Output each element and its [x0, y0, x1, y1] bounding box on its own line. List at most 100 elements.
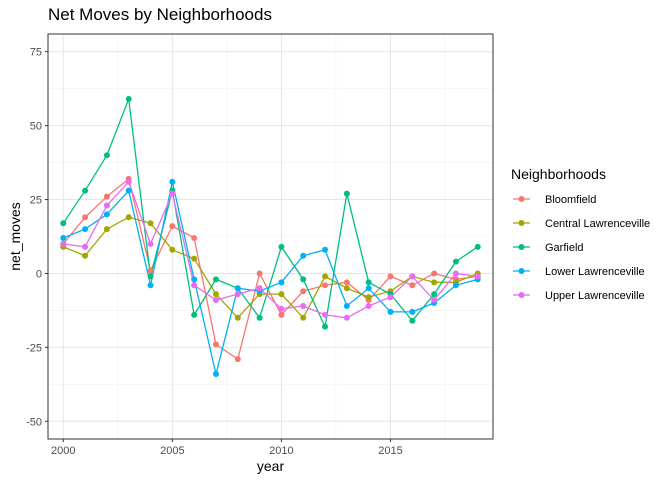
data-point-garfield [147, 273, 154, 280]
data-point-lower-lawrenceville [125, 187, 132, 194]
data-point-garfield [212, 276, 219, 283]
data-point-lower-lawrenceville [82, 226, 89, 233]
data-point-upper-lawrenceville [387, 294, 394, 301]
legend-label: Garfield [545, 242, 584, 254]
data-point-central-lawrenceville [212, 291, 219, 298]
x-tick-label: 2000 [51, 445, 75, 457]
series-points [60, 96, 481, 377]
series-line-upper-lawrenceville [63, 180, 478, 319]
data-point-bloomfield [256, 270, 263, 277]
data-point-central-lawrenceville [82, 252, 89, 259]
data-point-central-lawrenceville [343, 285, 350, 292]
data-point-central-lawrenceville [234, 314, 241, 321]
data-point-lower-lawrenceville [300, 252, 307, 259]
data-point-bloomfield [82, 214, 89, 221]
data-point-bloomfield [147, 267, 154, 274]
data-point-garfield [82, 187, 89, 194]
data-point-upper-lawrenceville [322, 311, 329, 318]
legend-label: Lower Lawrenceville [545, 266, 645, 278]
data-point-bloomfield [191, 234, 198, 241]
data-point-upper-lawrenceville [191, 282, 198, 289]
legend: Neighborhoods Bloomfield Central Lawrence… [511, 166, 650, 302]
data-point-bloomfield [387, 273, 394, 280]
data-point-lower-lawrenceville [169, 178, 176, 185]
y-tick-label: 50 [30, 121, 42, 133]
data-point-central-lawrenceville [300, 314, 307, 321]
x-tick-label: 2005 [160, 445, 184, 457]
legend-item-bloomfield: Bloomfield [513, 194, 596, 206]
data-point-lower-lawrenceville [191, 276, 198, 283]
data-point-upper-lawrenceville [300, 302, 307, 309]
legend-label: Bloomfield [545, 194, 596, 206]
data-point-central-lawrenceville [322, 273, 329, 280]
data-point-central-lawrenceville [125, 214, 132, 221]
data-point-bloomfield [431, 270, 438, 277]
legend-key-point [518, 244, 525, 250]
legend-item-central-lawrenceville: Central Lawrenceville [513, 218, 650, 230]
y-tick-label: -25 [26, 342, 42, 354]
data-point-garfield [431, 291, 438, 298]
data-point-garfield [191, 311, 198, 318]
data-point-lower-lawrenceville [212, 370, 219, 377]
y-tick-label: 25 [30, 195, 42, 207]
legend-item-lower-lawrenceville: Lower Lawrenceville [513, 266, 645, 278]
data-point-central-lawrenceville [278, 291, 285, 298]
data-point-central-lawrenceville [147, 220, 154, 227]
data-point-bloomfield [169, 223, 176, 230]
data-point-lower-lawrenceville [234, 285, 241, 292]
x-axis: 2000 2005 2010 2015 [51, 439, 403, 457]
legend-title: Neighborhoods [511, 166, 606, 182]
legend-key-point [518, 292, 525, 298]
data-point-bloomfield [103, 193, 110, 200]
data-point-upper-lawrenceville [212, 297, 219, 304]
data-point-upper-lawrenceville [474, 273, 481, 280]
data-point-upper-lawrenceville [82, 243, 89, 250]
data-point-garfield [365, 279, 372, 286]
series-line-lower-lawrenceville [63, 181, 478, 375]
data-point-upper-lawrenceville [452, 270, 459, 277]
legend-items: Bloomfield Central Lawrenceville Garfield L… [513, 194, 650, 302]
data-point-garfield [278, 243, 285, 250]
data-point-lower-lawrenceville [322, 246, 329, 253]
data-point-bloomfield [278, 311, 285, 318]
data-point-upper-lawrenceville [409, 273, 416, 280]
data-point-upper-lawrenceville [103, 202, 110, 209]
data-point-garfield [300, 276, 307, 283]
data-point-garfield [103, 152, 110, 159]
data-point-upper-lawrenceville [278, 305, 285, 312]
data-point-upper-lawrenceville [125, 178, 132, 185]
series-lines [62, 98, 479, 375]
data-point-bloomfield [234, 356, 241, 363]
x-tick-label: 2010 [269, 445, 293, 457]
legend-key-point [518, 268, 525, 274]
data-point-upper-lawrenceville [365, 302, 372, 309]
y-axis-title: net_moves [7, 202, 23, 270]
data-point-lower-lawrenceville [365, 285, 372, 292]
y-axis: -50 -25 0 25 50 75 [26, 47, 48, 428]
series-line-central-lawrenceville [63, 216, 478, 319]
legend-label: Central Lawrenceville [545, 218, 650, 230]
data-point-central-lawrenceville [431, 279, 438, 286]
data-point-garfield [60, 220, 67, 227]
legend-key-point [518, 196, 525, 202]
data-point-garfield [322, 323, 329, 330]
data-point-central-lawrenceville [169, 246, 176, 253]
grid-minor [48, 34, 493, 439]
legend-item-garfield: Garfield [513, 242, 584, 254]
data-point-upper-lawrenceville [169, 190, 176, 197]
chart-title: Net Moves by Neighborhoods [48, 5, 272, 24]
data-point-lower-lawrenceville [387, 308, 394, 315]
x-axis-title: year [257, 458, 285, 474]
y-tick-label: 75 [30, 47, 42, 59]
y-tick-label: -50 [26, 416, 42, 428]
data-point-lower-lawrenceville [103, 211, 110, 218]
plot-panel-border [47, 33, 494, 440]
data-point-bloomfield [343, 279, 350, 286]
data-point-central-lawrenceville [103, 226, 110, 233]
data-point-upper-lawrenceville [431, 297, 438, 304]
data-point-bloomfield [212, 341, 219, 348]
data-point-garfield [343, 190, 350, 197]
data-point-upper-lawrenceville [343, 314, 350, 321]
